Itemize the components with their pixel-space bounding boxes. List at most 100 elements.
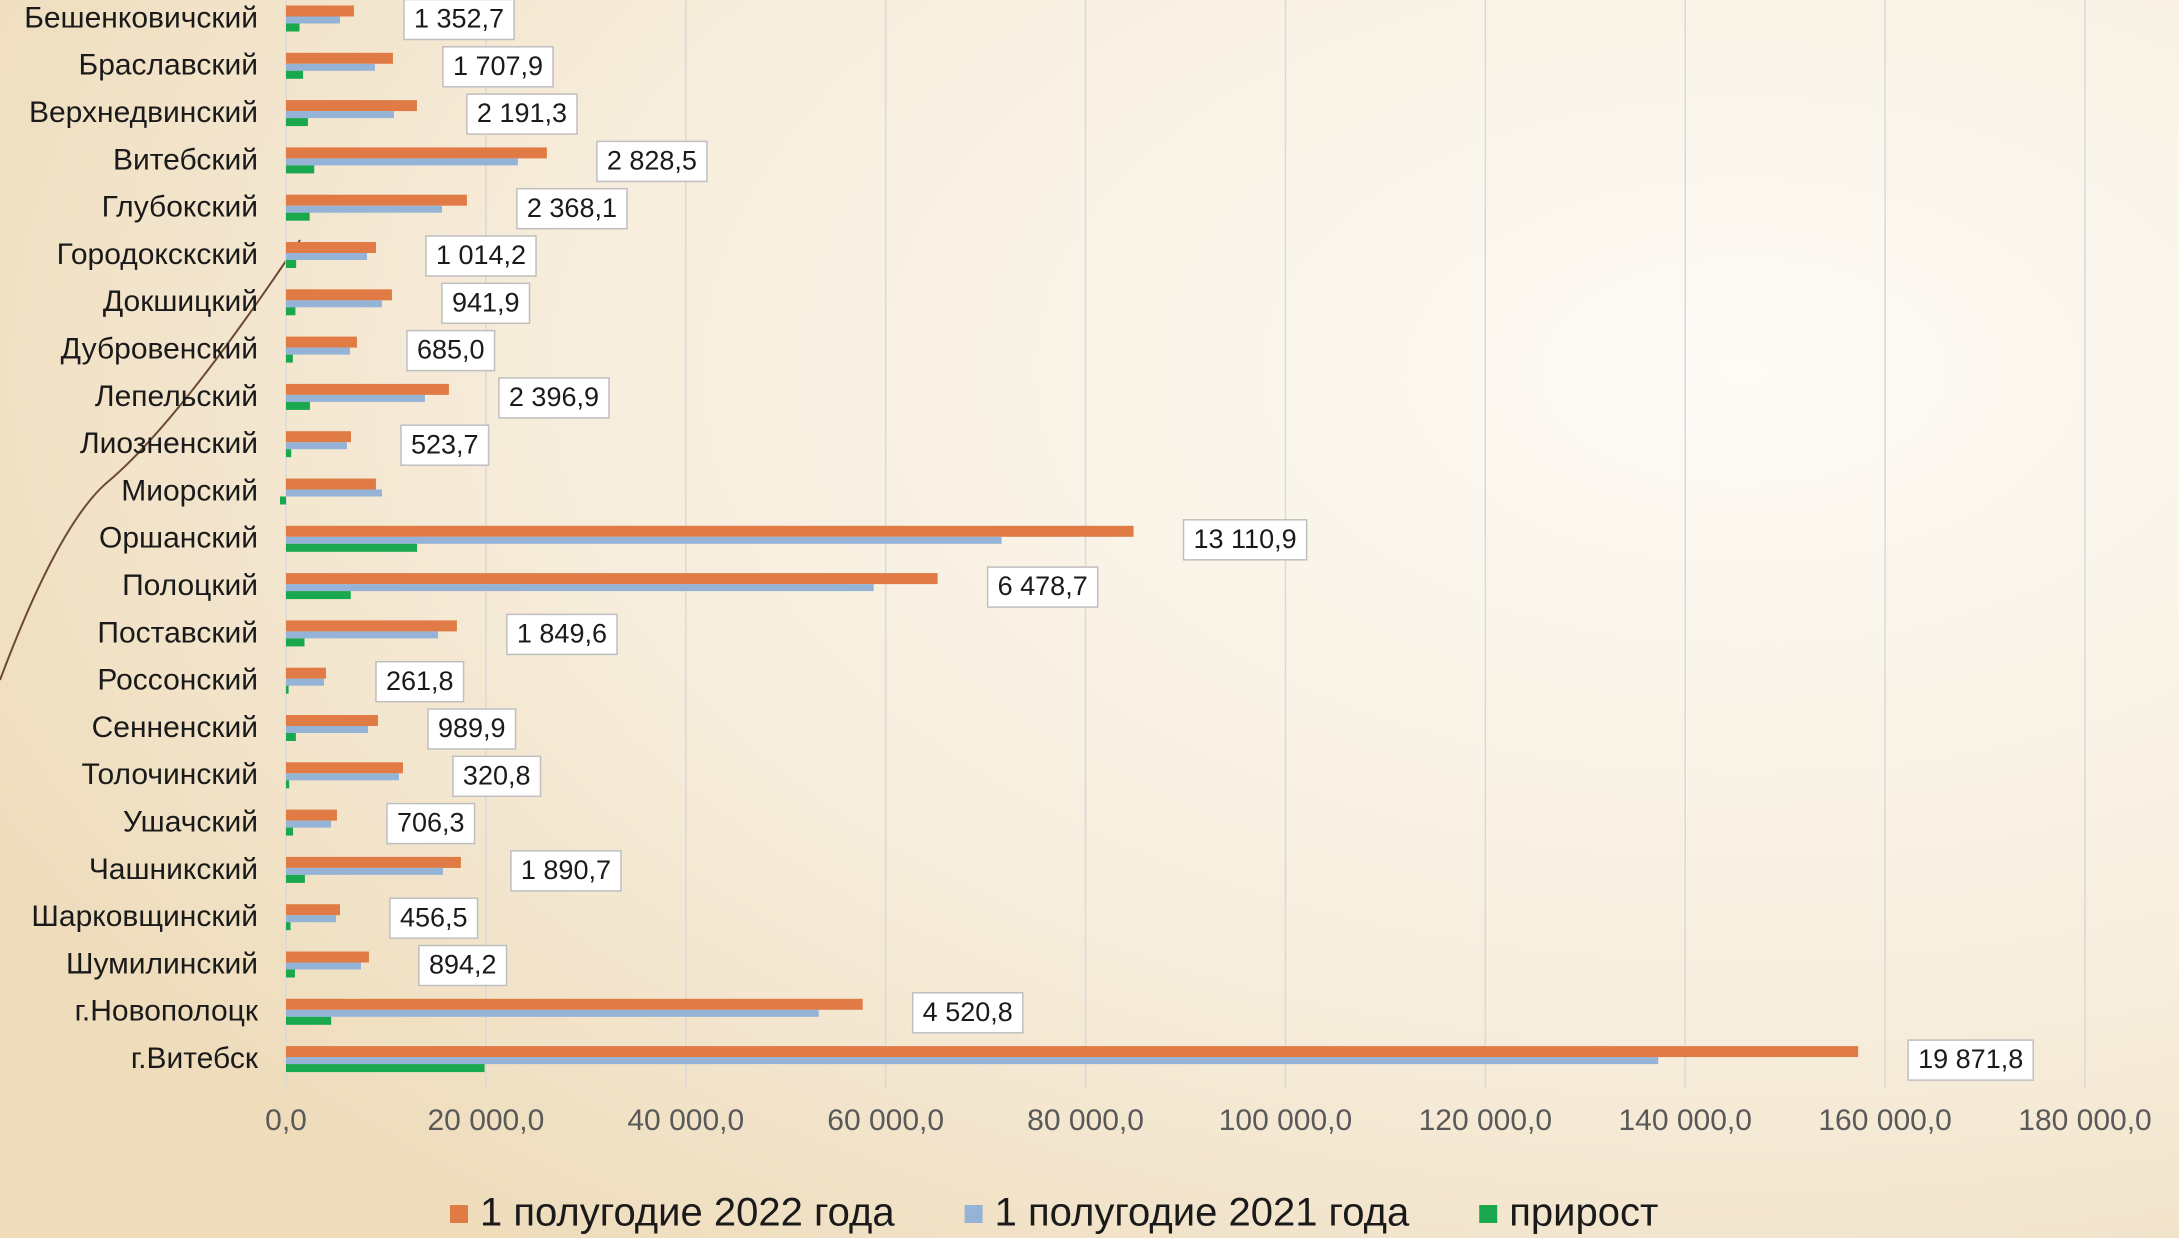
data-label: 2 828,5 — [607, 146, 697, 176]
bar — [286, 52, 393, 64]
bar — [286, 638, 305, 647]
bar — [286, 962, 361, 970]
bar — [286, 536, 1002, 544]
data-label-box — [418, 944, 508, 987]
category-label: Городокскский — [57, 238, 258, 271]
category-label: Витебский — [113, 143, 258, 176]
bar — [280, 496, 286, 505]
data-label-box — [427, 708, 517, 750]
category-label: Полоцкий — [122, 569, 258, 602]
category-label: Ушачский — [123, 806, 258, 839]
bar — [286, 726, 368, 733]
bar — [286, 525, 1134, 537]
data-label: 989,9 — [438, 713, 506, 743]
x-tick-label: 120 000,0 — [1419, 1104, 1552, 1137]
category-label: Шумилинский — [66, 947, 258, 980]
bar — [286, 1009, 819, 1017]
x-tick-label: 60 000,0 — [827, 1104, 944, 1137]
bar — [286, 809, 337, 821]
bar — [286, 16, 340, 24]
data-label-box — [596, 140, 708, 183]
data-label-box — [386, 802, 476, 845]
bar — [286, 70, 304, 79]
category-label: Лиозненский — [80, 427, 258, 460]
bar — [286, 354, 293, 363]
bar — [286, 762, 403, 774]
category-label: Толочинский — [82, 758, 258, 791]
category-label: Поставский — [97, 616, 258, 649]
data-label: 2 396,9 — [509, 382, 599, 412]
bar — [286, 242, 376, 253]
bar — [286, 733, 296, 741]
bar — [286, 118, 308, 127]
bar — [286, 820, 331, 828]
category-label: Докшицкий — [103, 285, 258, 318]
bar — [286, 478, 376, 490]
bar — [286, 394, 425, 402]
bar — [286, 449, 292, 458]
bar — [286, 874, 305, 883]
bar — [286, 915, 336, 923]
bar — [286, 591, 351, 600]
data-label-box — [425, 235, 537, 277]
bar — [286, 212, 310, 221]
data-label: 320,8 — [463, 760, 531, 790]
data-label: 941,9 — [452, 287, 520, 317]
x-tick-label: 80 000,0 — [1027, 1104, 1144, 1137]
bar — [286, 205, 442, 213]
bar — [286, 904, 340, 916]
data-label: 1 352,7 — [414, 4, 504, 34]
x-tick-label: 0,0 — [265, 1104, 307, 1137]
category-label: Дубровенский — [61, 333, 258, 366]
data-label-box — [400, 424, 490, 466]
data-label: 13 110,9 — [1194, 524, 1297, 554]
decor-curve — [0, 239, 301, 681]
bar — [286, 1064, 485, 1073]
legend-label: 1 полугодие 2022 года — [480, 1191, 895, 1235]
data-label-box — [986, 566, 1099, 608]
x-tick-label: 180 000,0 — [2018, 1104, 2151, 1137]
x-tick-label: 40 000,0 — [627, 1104, 744, 1137]
bar — [286, 922, 291, 931]
data-label-box — [498, 377, 610, 419]
bar — [286, 307, 296, 316]
data-label-box — [510, 850, 622, 892]
legend-swatch — [450, 1205, 468, 1223]
bar — [286, 867, 443, 875]
bar — [286, 383, 449, 395]
bar — [286, 158, 518, 166]
bar — [286, 1046, 1859, 1058]
category-label: Шарковщинский — [31, 900, 258, 933]
data-label-box — [1182, 519, 1308, 561]
data-label-box — [506, 613, 618, 656]
data-label: 2 368,1 — [527, 193, 617, 223]
bar — [286, 685, 289, 694]
bar — [286, 431, 351, 443]
x-tick-label: 20 000,0 — [427, 1104, 544, 1137]
category-label: Лепельский — [95, 380, 258, 413]
data-label: 261,8 — [386, 666, 454, 696]
data-label: 1 707,9 — [453, 51, 543, 81]
bar — [286, 23, 300, 32]
data-label-box — [375, 660, 465, 703]
bar — [286, 620, 457, 632]
bar — [286, 667, 326, 679]
bar — [286, 401, 310, 410]
bar — [286, 489, 382, 497]
bar — [286, 1057, 1659, 1065]
bar — [286, 827, 294, 836]
category-label: Миорский — [121, 474, 258, 507]
bar — [286, 300, 382, 308]
data-label-box — [403, 0, 515, 41]
bar — [286, 998, 863, 1010]
bar — [286, 100, 417, 112]
data-label: 1 849,6 — [517, 619, 607, 649]
data-label: 6 478,7 — [998, 571, 1088, 601]
bar — [286, 678, 324, 686]
category-label: Бешенковичский — [24, 1, 258, 34]
legend-label: 1 полугодие 2021 года — [995, 1191, 1410, 1235]
category-label: Глубокский — [102, 191, 258, 224]
data-label-box — [441, 282, 531, 325]
bar — [286, 773, 399, 781]
category-label: Сенненский — [92, 711, 258, 744]
